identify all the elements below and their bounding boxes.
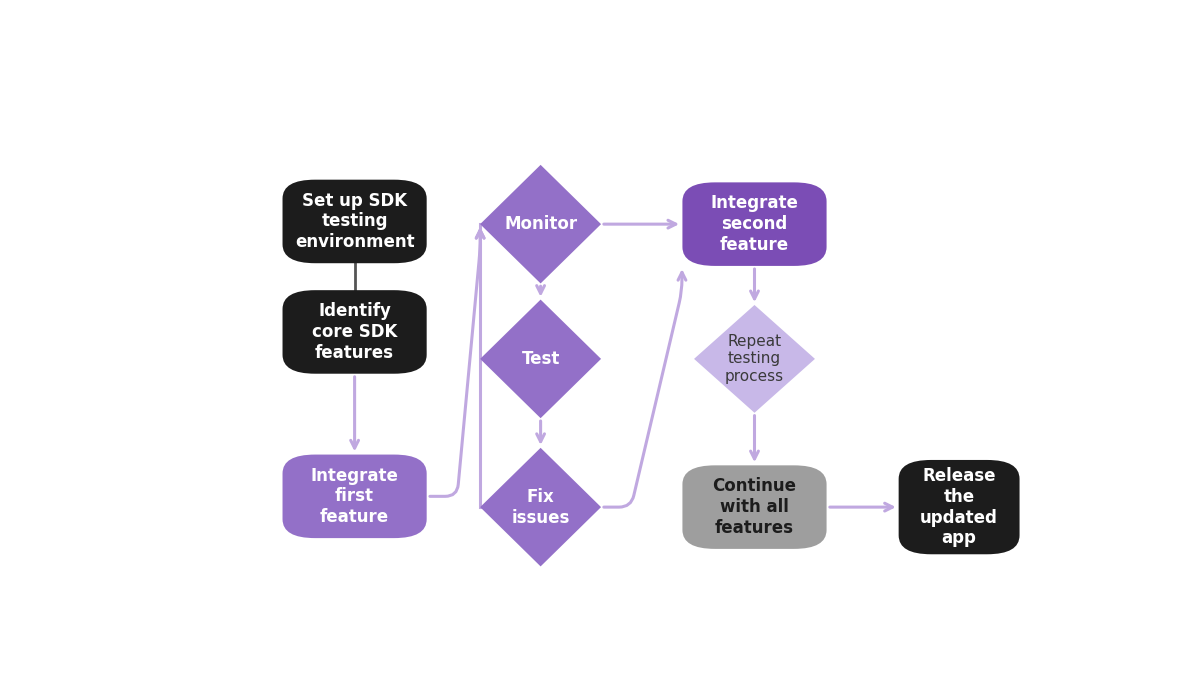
Text: Set up SDK
testing
environment: Set up SDK testing environment [295,192,414,251]
Text: Test: Test [522,350,559,368]
FancyArrowPatch shape [430,230,484,496]
Text: Integrate
second
feature: Integrate second feature [710,195,798,254]
Polygon shape [694,305,815,413]
Polygon shape [480,300,601,418]
FancyBboxPatch shape [282,290,427,374]
Text: Repeat
testing
process: Repeat testing process [725,334,784,384]
FancyBboxPatch shape [282,180,427,263]
Polygon shape [480,165,601,284]
Text: Identify
core SDK
features: Identify core SDK features [312,302,397,362]
FancyBboxPatch shape [683,466,827,549]
FancyBboxPatch shape [683,183,827,266]
Polygon shape [480,448,601,566]
FancyArrowPatch shape [604,272,686,507]
Text: Integrate
first
feature: Integrate first feature [311,466,398,526]
FancyBboxPatch shape [899,460,1020,554]
FancyBboxPatch shape [282,454,427,538]
Text: Continue
with all
features: Continue with all features [713,477,797,537]
Text: Monitor: Monitor [504,215,577,233]
Text: Release
the
updated
app: Release the updated app [920,467,998,547]
Text: Fix
issues: Fix issues [511,488,570,526]
